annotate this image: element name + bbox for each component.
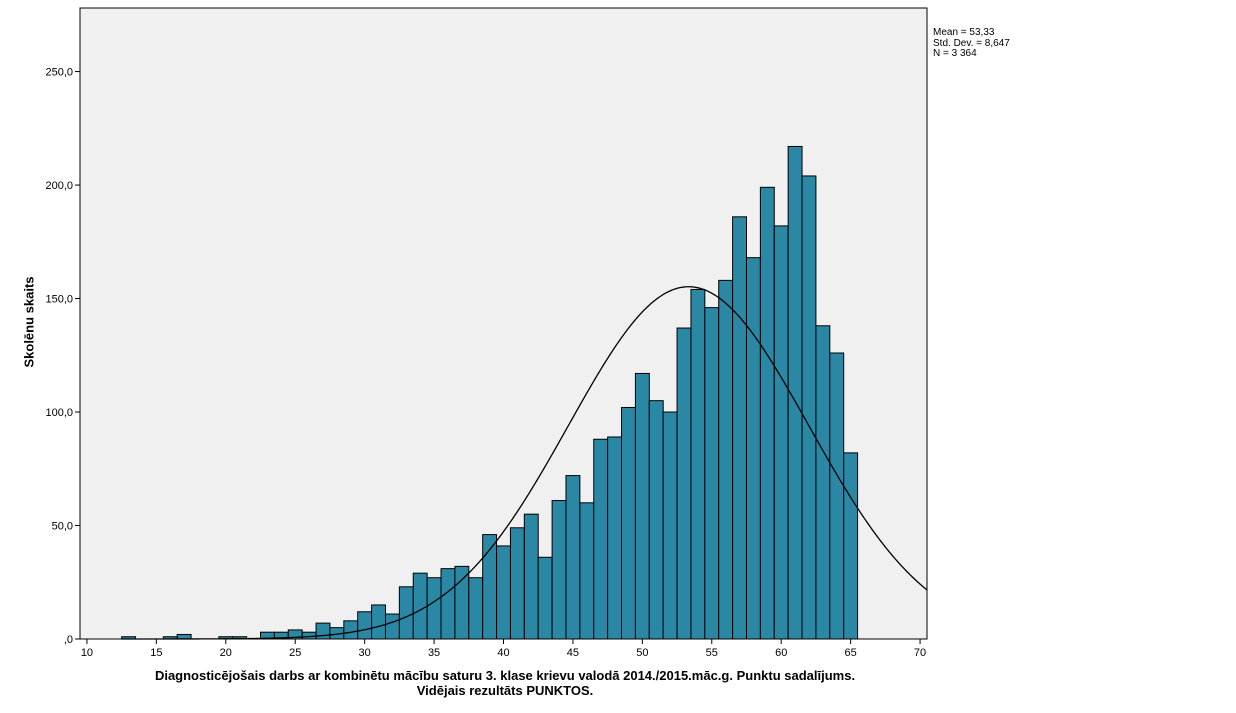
histogram-bar xyxy=(384,613,400,640)
histogram-bar xyxy=(426,577,442,640)
histogram-bar xyxy=(468,577,484,640)
y-tick-label: 100,0 xyxy=(45,407,73,419)
y-tick-label: 50,0 xyxy=(52,521,73,533)
plot-frame xyxy=(79,7,928,640)
histogram-bar xyxy=(676,327,692,640)
x-axis-title-line2: Vidējais rezultāts PUNKTOS. xyxy=(416,683,594,698)
histogram-bar xyxy=(398,586,414,640)
histogram-bar xyxy=(732,216,747,640)
stats-mean: Mean = 53,33 xyxy=(933,27,995,38)
x-tick-label: 25 xyxy=(289,647,301,659)
histogram-bar xyxy=(718,279,734,640)
x-tick-label: 70 xyxy=(914,647,926,659)
histogram-bar xyxy=(523,513,539,640)
x-tick-label: 10 xyxy=(81,647,93,659)
histogram-bar xyxy=(579,502,595,640)
stats-std-dev: Std. Dev. = 8,647 xyxy=(933,37,1010,49)
y-tick-label: 150,0 xyxy=(45,294,73,306)
y-tick-label: 200,0 xyxy=(45,180,73,192)
histogram-bar xyxy=(759,186,775,640)
histogram-bar xyxy=(662,411,678,640)
histogram-bar xyxy=(773,225,789,640)
histogram-bar xyxy=(565,475,581,640)
y-axis-title: Skolēnu skaits xyxy=(21,276,37,368)
histogram-bar xyxy=(301,631,317,640)
histogram-bar xyxy=(440,568,456,640)
histogram-bar xyxy=(648,400,664,640)
histogram-bar xyxy=(371,604,386,640)
x-axis: 10 15 20 25 30 35 40 45 50 55 60 65 70 xyxy=(81,639,926,659)
histogram-bar xyxy=(815,325,831,640)
y-tick-label: ,0 xyxy=(64,634,73,646)
histogram-bar xyxy=(357,611,373,640)
histogram-bar xyxy=(343,620,359,640)
histogram-bar xyxy=(704,307,720,640)
x-axis-title: Diagnosticējošais darbs ar kombinētu māc… xyxy=(60,668,950,698)
x-tick-label: 40 xyxy=(497,647,509,659)
histogram-bar xyxy=(607,436,623,640)
histogram-bar xyxy=(593,438,609,640)
histogram-bar xyxy=(454,565,470,640)
histogram-bar xyxy=(551,500,567,640)
histogram-bars xyxy=(121,145,859,640)
histogram-bar xyxy=(690,288,706,640)
y-tick-label: 250,0 xyxy=(45,67,73,79)
x-tick-label: 45 xyxy=(567,647,579,659)
x-tick-label: 30 xyxy=(359,647,371,659)
histogram-bar xyxy=(496,545,511,640)
histogram-bar xyxy=(843,452,859,640)
x-tick-label: 15 xyxy=(150,647,162,659)
histogram-bar xyxy=(412,572,428,640)
histogram-bar xyxy=(621,406,636,640)
x-tick-label: 60 xyxy=(775,647,787,659)
x-tick-label: 65 xyxy=(845,647,857,659)
histogram-bar xyxy=(509,527,525,640)
histogram-bar xyxy=(745,257,761,640)
histogram-bar xyxy=(829,352,845,640)
histogram-bar xyxy=(801,175,817,640)
normal-curve xyxy=(121,286,928,640)
x-tick-label: 35 xyxy=(428,647,440,659)
stats-n: N = 3 364 xyxy=(933,48,977,59)
x-tick-label: 20 xyxy=(220,647,232,659)
x-tick-label: 50 xyxy=(636,647,648,659)
x-tick-label: 55 xyxy=(706,647,718,659)
stats-box: Mean = 53,33 Std. Dev. = 8,647 N = 3 364 xyxy=(933,27,1010,60)
y-axis: ,0 50,0 100,0 150,0 200,0 250,0 xyxy=(45,67,80,646)
histogram-bar xyxy=(537,556,553,640)
histogram-bar xyxy=(634,372,650,640)
x-axis-title-line1: Diagnosticējošais darbs ar kombinētu māc… xyxy=(154,668,856,683)
